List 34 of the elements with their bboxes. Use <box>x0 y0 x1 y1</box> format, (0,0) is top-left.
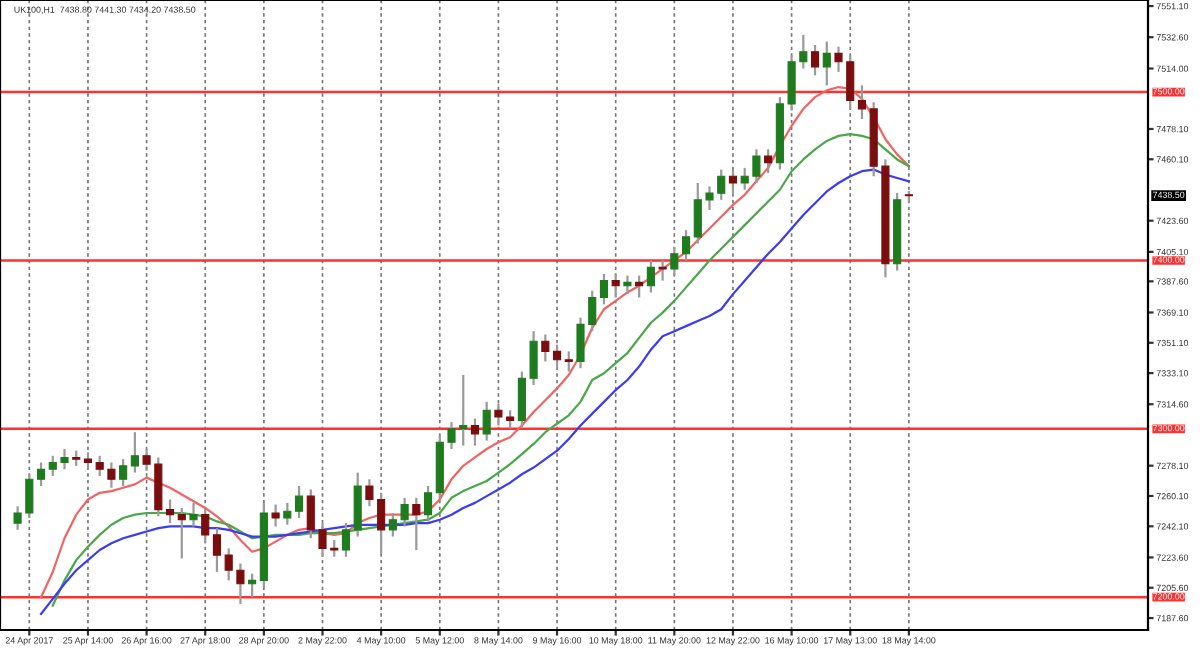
candlestick <box>599 272 609 306</box>
candlestick <box>412 496 421 552</box>
candlestick <box>119 458 128 488</box>
candlestick <box>822 40 831 87</box>
candlestick <box>283 501 292 526</box>
candlestick <box>294 484 304 520</box>
candlestick <box>248 572 257 599</box>
candlestick <box>810 43 820 77</box>
candlestick <box>552 343 562 370</box>
candlestick <box>646 259 655 294</box>
candlestick <box>764 148 773 175</box>
candlestick <box>658 259 667 282</box>
candlestick <box>470 417 480 447</box>
candlestick <box>212 527 222 574</box>
candlestick <box>130 431 139 474</box>
candlestick <box>857 84 867 121</box>
candlestick <box>541 333 550 363</box>
candlestick <box>611 272 620 299</box>
candlestick <box>670 245 679 277</box>
candlestick <box>271 503 280 528</box>
candlestick <box>423 484 433 523</box>
candlestick <box>353 471 362 538</box>
candlestick <box>482 400 491 442</box>
candlestick <box>623 274 632 296</box>
candlestick <box>341 521 351 558</box>
candlestick <box>681 229 691 262</box>
candlestick <box>189 501 198 528</box>
candlestick <box>635 274 644 299</box>
candlestick <box>177 506 186 560</box>
candlestick <box>165 498 175 525</box>
candlestick <box>36 461 46 488</box>
candlestick <box>728 168 738 195</box>
candlestick <box>564 350 573 373</box>
candlestick <box>201 508 210 545</box>
